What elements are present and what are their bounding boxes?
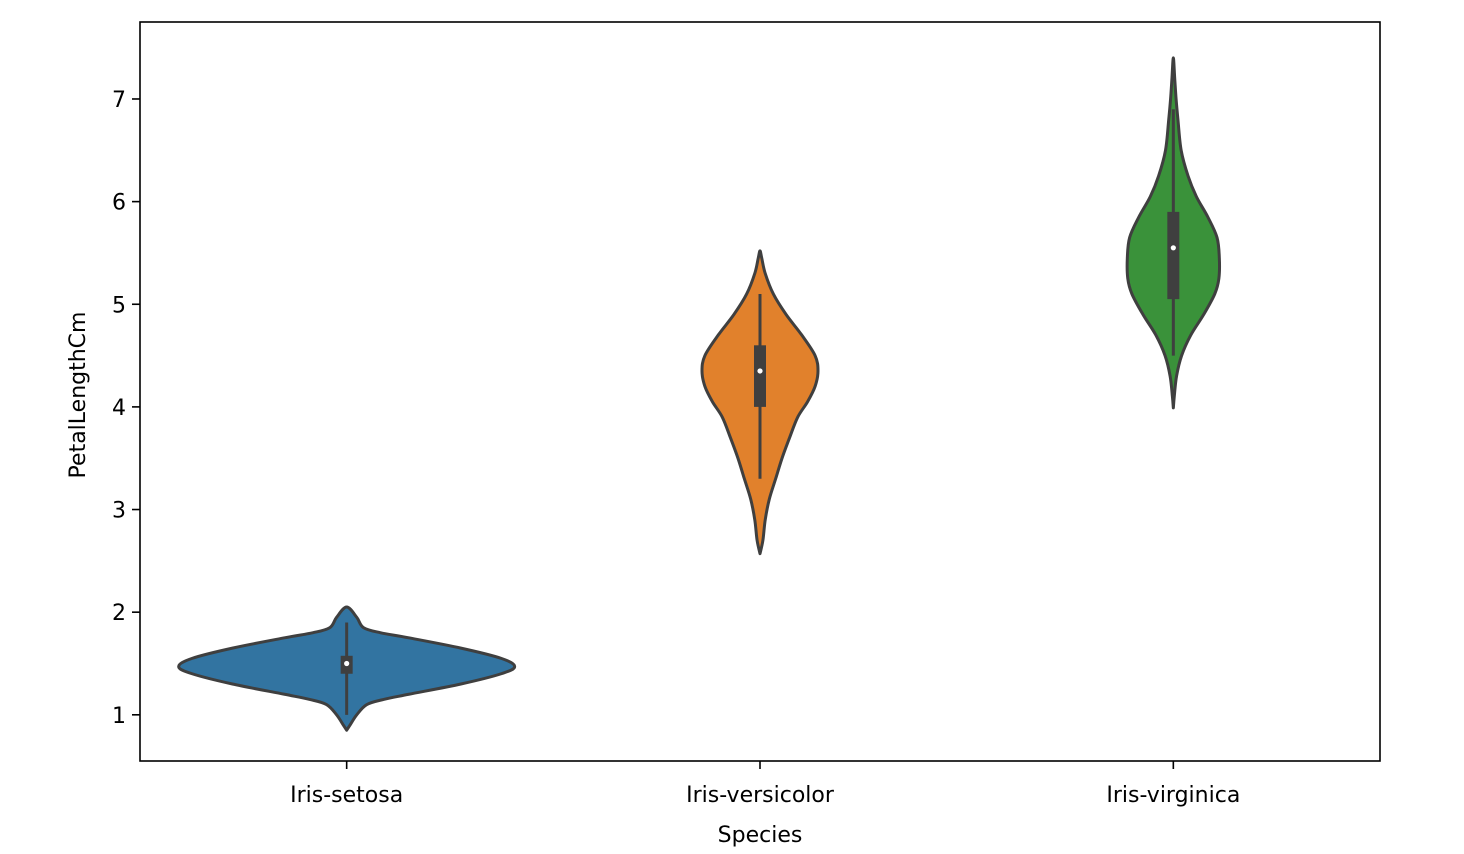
iqr-box-iris-virginica xyxy=(1167,211,1180,300)
x-tick-label: Iris-setosa xyxy=(290,783,403,808)
median-dot-iris-versicolor xyxy=(757,368,763,374)
y-tick-label: 7 xyxy=(112,88,126,113)
y-tick-label: 4 xyxy=(112,396,126,421)
median-dot-iris-setosa xyxy=(344,660,350,667)
iqr-box-iris-versicolor xyxy=(754,345,766,407)
x-tick-label: Iris-versicolor xyxy=(686,783,835,808)
y-axis: 1 2 3 4 5 6 7 xyxy=(112,88,140,729)
violins-group xyxy=(177,56,1222,732)
x-axis-label: Species xyxy=(718,823,803,848)
median-dot-iris-virginica xyxy=(1170,245,1176,251)
y-tick-label: 2 xyxy=(112,601,126,626)
y-tick-label: 6 xyxy=(112,191,126,216)
x-axis: Iris-setosa Iris-versicolor Iris-virginica xyxy=(290,761,1240,808)
y-tick-label: 1 xyxy=(112,704,126,729)
y-tick-label: 3 xyxy=(112,499,126,524)
y-axis-label: PetalLengthCm xyxy=(66,312,91,479)
y-tick-label: 5 xyxy=(112,293,126,318)
x-tick-label: Iris-virginica xyxy=(1106,783,1240,808)
